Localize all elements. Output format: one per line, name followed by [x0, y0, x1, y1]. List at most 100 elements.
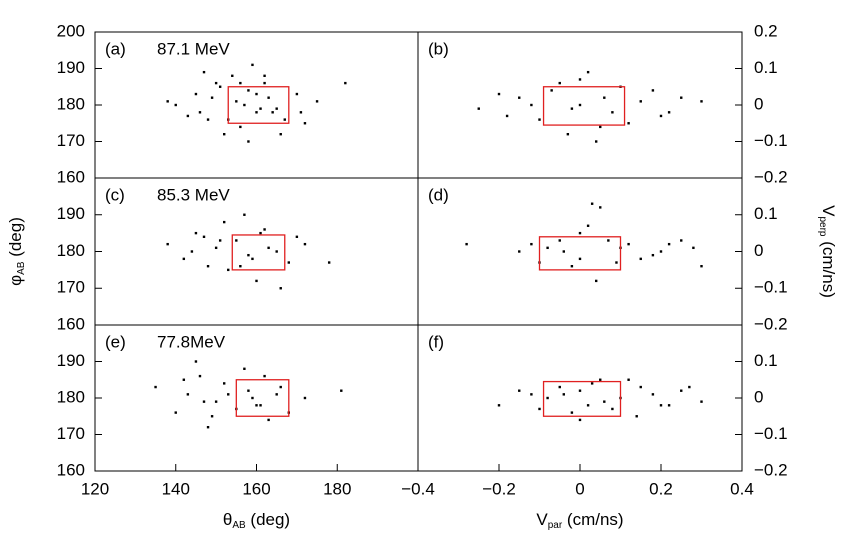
x-tick-label: 160 [242, 479, 270, 498]
y-tick-label: 180 [57, 387, 85, 406]
point [518, 96, 521, 99]
point [255, 279, 258, 283]
y-tick-label: −0.1 [754, 424, 788, 443]
point [680, 389, 683, 392]
point [295, 92, 299, 96]
point [223, 220, 226, 224]
y-tick-label: −0.1 [754, 278, 788, 297]
point [259, 107, 262, 110]
annotation: 85.3 MeV [157, 185, 230, 204]
subscript: perp [817, 216, 828, 236]
point [344, 81, 347, 85]
panel-frame [94, 177, 419, 326]
point [198, 111, 202, 114]
point [595, 279, 598, 283]
point [578, 103, 582, 107]
point [182, 257, 186, 261]
point [667, 242, 671, 246]
point [688, 385, 691, 389]
point [627, 122, 630, 125]
point [227, 393, 230, 396]
point [518, 389, 521, 392]
symbol: V [819, 205, 838, 217]
x-tick-label: 0.2 [649, 479, 673, 498]
point [251, 257, 254, 261]
panel-label: (e) [105, 332, 126, 351]
panel-label: (c) [105, 185, 125, 204]
point [295, 235, 299, 238]
point [327, 261, 331, 264]
point [586, 404, 590, 407]
x-tick-label: 180 [323, 479, 351, 498]
point [538, 118, 541, 121]
point [578, 257, 582, 261]
y-tick-label: 170 [57, 278, 85, 297]
point [214, 246, 218, 250]
point [570, 107, 574, 110]
point [174, 411, 177, 414]
point [279, 385, 282, 389]
panel-frame [417, 324, 743, 472]
point [595, 140, 598, 143]
point [243, 103, 246, 107]
cut-region [231, 234, 286, 271]
point [639, 385, 642, 389]
point [667, 404, 671, 407]
point [243, 367, 246, 370]
point [206, 265, 210, 268]
point [680, 239, 683, 242]
point [275, 393, 278, 396]
x-tick-label: 0 [575, 479, 584, 498]
point [271, 111, 274, 114]
point [267, 246, 270, 250]
y-tick-label: −0.2 [754, 314, 788, 333]
point [194, 360, 198, 363]
point [692, 246, 695, 250]
y-tick-label: 160 [57, 167, 85, 186]
point [255, 92, 258, 96]
x-tick-label: −0.4 [401, 479, 435, 498]
unit: (cm/ns) [562, 510, 623, 529]
y-tick-label: 0 [754, 241, 763, 260]
point [627, 378, 630, 381]
x-axis-label: Vpar (cm/ns) [536, 510, 623, 530]
point [267, 418, 270, 422]
subscript: AB [16, 261, 27, 275]
annotation: 77.8MeV [157, 332, 226, 351]
point [182, 378, 186, 381]
point [586, 224, 590, 227]
subscript: par [548, 520, 563, 531]
point [218, 239, 222, 242]
point [586, 70, 590, 74]
point [599, 125, 602, 129]
y-tick-label: −0.1 [754, 131, 788, 150]
point [214, 81, 218, 85]
y-tick-label: 0.2 [754, 21, 778, 40]
point [546, 246, 549, 250]
point [263, 374, 266, 378]
point [243, 213, 246, 216]
point [186, 114, 190, 118]
point [247, 140, 250, 143]
point [190, 250, 194, 253]
point [578, 389, 582, 392]
point [303, 122, 307, 125]
point [550, 89, 553, 92]
point [700, 265, 703, 268]
point [251, 63, 254, 67]
point [497, 92, 501, 96]
point [231, 74, 234, 77]
point [235, 239, 238, 242]
point [198, 374, 202, 378]
point [206, 118, 210, 121]
cut-region [538, 236, 622, 271]
y-tick-label: 170 [57, 424, 85, 443]
point [263, 228, 266, 231]
point [239, 265, 242, 268]
point [154, 385, 157, 389]
point [607, 239, 610, 242]
point [299, 111, 303, 114]
point [530, 103, 533, 107]
point [603, 400, 606, 403]
